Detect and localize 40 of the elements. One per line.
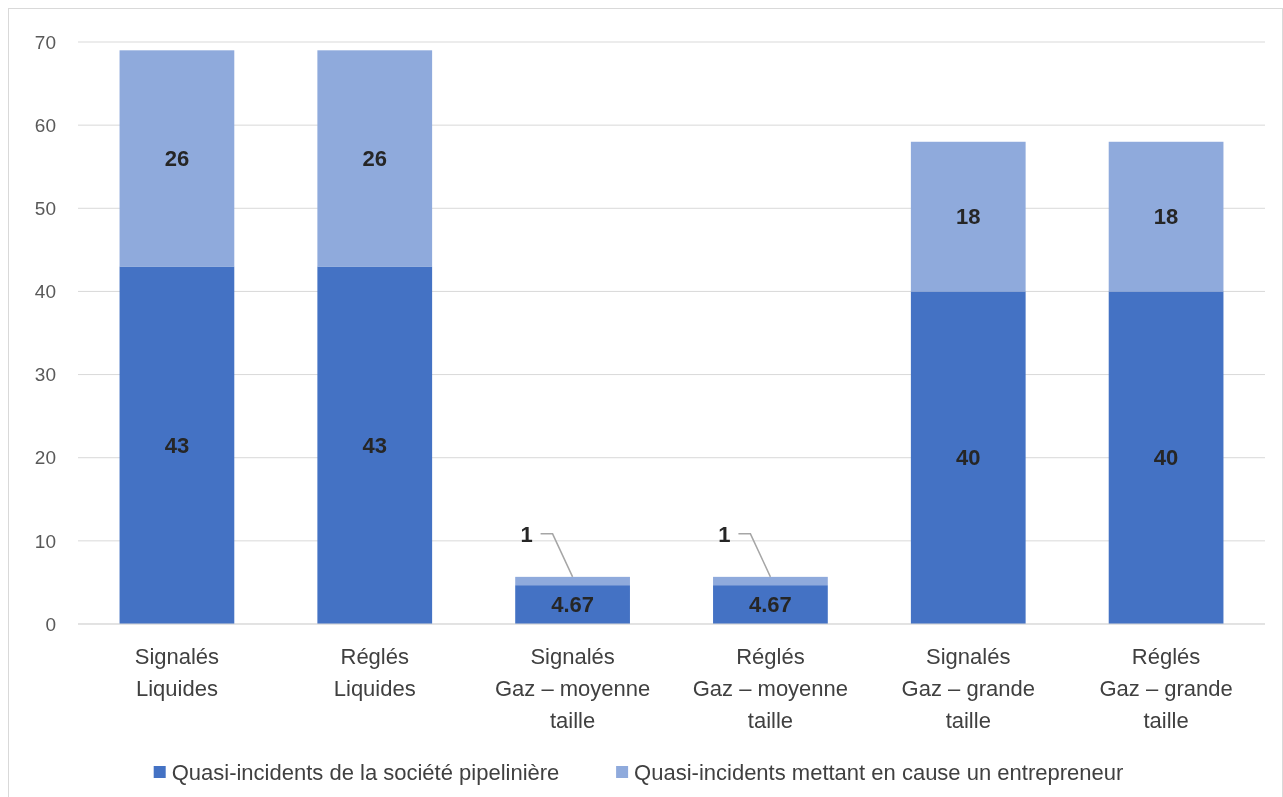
data-label: 1 (520, 521, 533, 547)
bar (515, 585, 630, 624)
data-label: 18 (956, 204, 981, 230)
bar (713, 585, 828, 624)
y-tick-label: 40 (34, 281, 56, 303)
bar (515, 576, 630, 586)
y-tick-label: 30 (34, 364, 56, 386)
data-label: 26 (362, 146, 387, 172)
data-label: 40 (956, 445, 981, 471)
data-label: 43 (164, 432, 190, 458)
y-tick-label: 10 (34, 530, 56, 552)
data-label: 43 (362, 432, 387, 458)
data-label: 26 (164, 146, 190, 172)
data-label: 18 (1153, 204, 1179, 230)
bar (317, 266, 433, 624)
bar (1108, 141, 1224, 292)
bar (713, 576, 828, 586)
y-tick-label: 70 (34, 31, 56, 53)
x-tick-label: Réglés Liquides (333, 644, 416, 701)
data-label: 4.67 (551, 592, 594, 618)
bar (910, 141, 1026, 292)
x-tick-label: Signalés Gaz – moyenne taille (494, 644, 651, 733)
bar (119, 50, 235, 267)
y-tick-label: 60 (34, 114, 56, 136)
data-label: 1 (718, 521, 731, 547)
y-tick-label: 50 (34, 197, 56, 219)
legend-label: Quasi-incidents mettant en cause un entrepreneur (634, 759, 1124, 785)
y-tick-label: 20 (34, 447, 56, 469)
x-tick-label: Signalés Gaz – grande taille (901, 644, 1035, 733)
y-tick-label: 0 (45, 613, 56, 635)
legend-label: Quasi-incidents de la société pipelinière (171, 759, 560, 785)
data-label: 4.67 (749, 592, 792, 618)
bar (1108, 291, 1224, 624)
bar (910, 291, 1026, 624)
bar (119, 266, 235, 624)
data-label: 40 (1153, 445, 1179, 471)
bar (317, 50, 433, 267)
x-tick-label: Réglés Gaz – grande taille (1099, 644, 1233, 733)
x-tick-label: Signalés Liquides (134, 644, 220, 701)
x-tick-label: Réglés Gaz – moyenne taille (692, 644, 849, 733)
